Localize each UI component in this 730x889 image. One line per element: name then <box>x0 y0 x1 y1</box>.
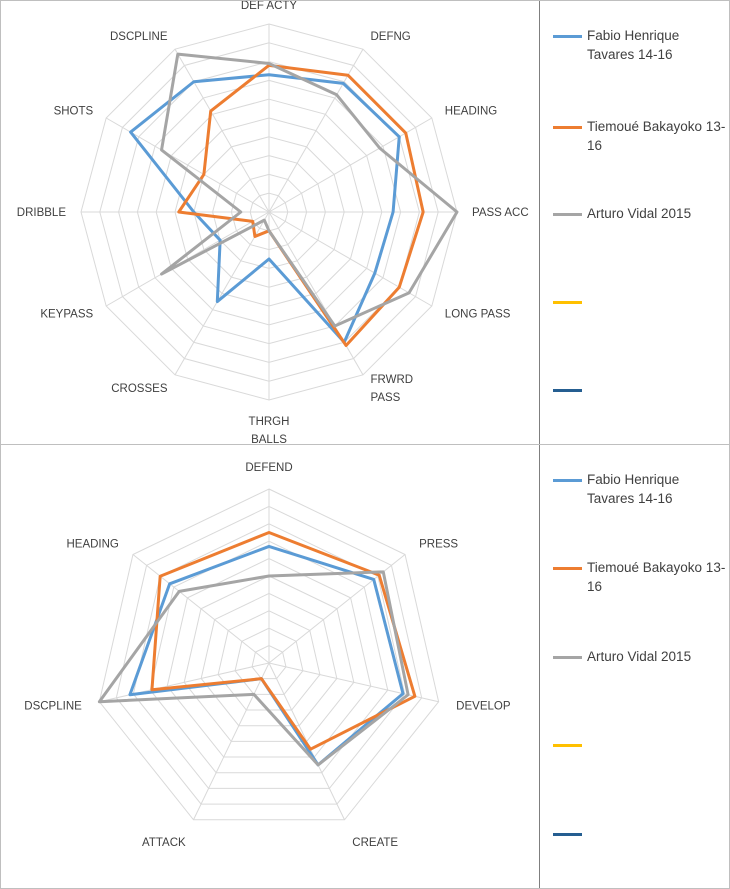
axis-spoke <box>268 48 364 213</box>
axis-spoke <box>174 48 270 213</box>
legend-label: Arturo Vidal 2015 <box>587 206 692 221</box>
axis-spoke <box>268 662 439 703</box>
radar-chart-2: DEFEND PRESS DEVELOP CREATE ATTACK DSCPLINE HE… <box>0 445 730 889</box>
grid-ring <box>200 592 338 727</box>
legend-swatch <box>553 213 582 216</box>
axis-spoke <box>99 662 270 703</box>
series-line <box>129 73 401 344</box>
axis-spoke <box>268 211 364 376</box>
grid-ring <box>251 645 287 680</box>
legend-label: Fabio Henrique Tavares 14-16 <box>587 472 680 506</box>
axis-label: DEF ACTY <box>241 1 298 12</box>
axis-label: HEADING <box>66 538 118 550</box>
axis-label: DEFEND <box>245 462 292 474</box>
axis-spoke <box>132 554 270 664</box>
axis-label: ATTACK <box>142 837 186 849</box>
axis-label: KEYPASS <box>40 309 93 321</box>
series-line <box>160 52 459 328</box>
radar-plot-1: DEF ACTY DEFNG HEADING PASS ACC LONG PASS FRW… <box>17 1 529 446</box>
axis-label: CROSSES <box>111 383 168 395</box>
grid-ring <box>166 558 372 758</box>
grid-ring <box>132 523 406 789</box>
radar-chart-1: DEF ACTY DEFNG HEADING PASS ACC LONG PASS FRW… <box>0 0 730 446</box>
axis-spoke <box>193 662 270 820</box>
axis-label: PRESS <box>419 538 458 550</box>
legend-swatch <box>553 567 582 570</box>
legend-2: Fabio Henrique Tavares 14-16 Tiemoué Bak… <box>549 445 727 888</box>
grid-ring <box>98 488 440 821</box>
series-line <box>150 531 417 751</box>
grid-ring <box>234 627 304 695</box>
axis-spoke <box>174 211 270 376</box>
legend-divider <box>539 1 540 444</box>
axis-label: CREATE <box>352 837 398 849</box>
axis-spoke <box>268 117 433 213</box>
legend-label: Tiemoué Bakayoko 13-16 <box>587 119 726 153</box>
axis-label: THRGH BALLS <box>249 416 290 446</box>
legend-swatch <box>553 744 582 747</box>
axis-label: SHOTS <box>54 106 94 118</box>
axis-label: DRIBBLE <box>17 207 67 219</box>
legend-swatch <box>553 389 582 392</box>
grid-ring <box>183 575 355 742</box>
series-line <box>97 570 410 767</box>
grid-ring <box>115 505 423 805</box>
axis-label: HEADING <box>445 106 497 118</box>
radar-plot-2: DEFEND PRESS DEVELOP CREATE ATTACK DSCPLINE HE… <box>24 462 511 849</box>
legend-swatch <box>553 833 582 836</box>
legend-swatch <box>553 479 582 482</box>
axis-label: PASS ACC <box>472 207 529 219</box>
legend-label: Tiemoué Bakayoko 13-16 <box>587 560 726 594</box>
axis-label: LONG PASS <box>445 309 511 321</box>
legend-swatch <box>553 35 582 38</box>
axis-label: DEFNG <box>371 31 411 43</box>
axis-spoke <box>268 554 406 664</box>
legend-swatch <box>553 126 582 129</box>
axis-label: DSCPLINE <box>24 701 82 713</box>
axis-label: FRWRD PASS <box>371 374 414 404</box>
legend-swatch <box>553 656 582 659</box>
legend-label: Arturo Vidal 2015 <box>587 649 692 664</box>
axis-label: DSCPLINE <box>110 31 168 43</box>
axis-spoke <box>268 211 433 307</box>
axis-label: DEVELOP <box>456 701 511 713</box>
legend-swatch <box>553 301 582 304</box>
legend-divider <box>539 445 540 888</box>
legend-label: Fabio Henrique Tavares 14-16 <box>587 28 680 62</box>
legend-1: Fabio Henrique Tavares 14-16 Tiemoué Bak… <box>549 1 727 444</box>
